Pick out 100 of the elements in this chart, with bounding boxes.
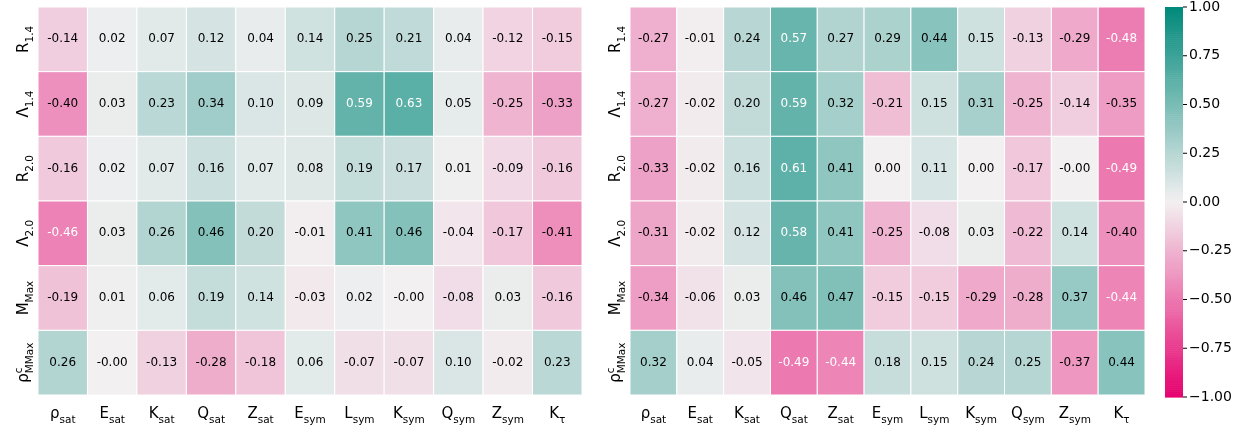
data-label: 0.59 (346, 96, 373, 111)
data-label: 0.15 (967, 31, 995, 46)
color-bar-label: 1.00 (1189, 0, 1221, 14)
data-label: 0.00 (874, 160, 901, 175)
data-label: 0.41 (827, 160, 855, 175)
data-label: 0.15 (920, 354, 948, 369)
data-label: 0.06 (296, 354, 324, 369)
y-tick-label: R2.0 (14, 155, 35, 183)
data-label: 0.16 (733, 160, 761, 175)
data-label: -0.02 (492, 354, 524, 369)
data-label: -0.25 (871, 225, 904, 240)
data-label: 0.32 (640, 354, 667, 369)
data-label: -0.18 (245, 354, 277, 369)
data-label: 0.61 (780, 160, 808, 175)
data-label: 0.17 (395, 160, 423, 175)
data-label: 0.26 (148, 225, 175, 240)
y-tick-label: R1.4 (14, 25, 35, 53)
data-label: -0.07 (393, 354, 425, 369)
data-label: -0.12 (492, 31, 524, 46)
y-tick-label: ρcMMax (12, 342, 35, 383)
data-label: -0.06 (684, 290, 716, 305)
data-label: -0.15 (871, 290, 904, 305)
data-label: -0.03 (294, 290, 326, 305)
data-label: 0.01 (445, 160, 472, 175)
data-label: 0.32 (827, 96, 855, 111)
color-bar-label: −0.25 (1189, 241, 1232, 258)
data-label: -0.40 (1106, 225, 1138, 240)
data-label: -0.15 (918, 290, 950, 305)
data-label: -0.00 (393, 290, 425, 305)
data-label: -0.14 (47, 31, 79, 46)
y-tick-label: ρcMMax (604, 342, 627, 383)
color-bar-label: 0.50 (1189, 95, 1221, 112)
data-label: 0.20 (733, 96, 761, 111)
color-bar-label: −0.75 (1189, 338, 1232, 355)
data-label: 0.03 (98, 225, 126, 240)
data-label: 0.23 (148, 96, 175, 111)
data-label: -0.25 (1012, 96, 1044, 111)
data-label: -0.41 (541, 225, 573, 240)
data-label: -0.04 (442, 225, 474, 240)
y-tick-label: R1.4 (606, 25, 627, 53)
data-label: -0.02 (684, 225, 716, 240)
data-label: -0.22 (1012, 225, 1044, 240)
color-bar-label: −1.00 (1189, 387, 1232, 404)
data-label: 0.29 (874, 31, 901, 46)
color-bar-label: 0.75 (1189, 46, 1221, 63)
data-label: -0.25 (492, 96, 524, 111)
data-label: -0.49 (778, 354, 810, 369)
data-label: -0.31 (637, 225, 669, 240)
color-bar-label: 0.00 (1189, 192, 1221, 209)
data-label: 0.12 (197, 31, 225, 46)
data-label: 0.46 (780, 290, 808, 305)
data-label: 0.01 (98, 290, 126, 305)
data-label: 0.47 (827, 290, 855, 305)
data-label: 0.14 (1061, 225, 1089, 240)
data-label: -0.05 (731, 354, 763, 369)
data-label: 0.12 (733, 225, 761, 240)
data-label: -0.13 (1012, 31, 1044, 46)
data-label: 0.02 (98, 31, 126, 46)
data-label: 0.14 (247, 290, 274, 305)
data-label: 0.20 (247, 225, 274, 240)
data-label: 0.58 (780, 225, 808, 240)
data-label: 0.41 (827, 225, 855, 240)
data-label: -0.33 (637, 160, 669, 175)
data-label: -0.34 (637, 290, 669, 305)
data-label: 0.24 (733, 31, 761, 46)
data-label: -0.07 (343, 354, 375, 369)
data-label: -0.08 (442, 290, 474, 305)
y-tick-label: R2.0 (606, 155, 627, 183)
data-label: -0.16 (47, 160, 79, 175)
color-bar-label: −0.50 (1189, 290, 1232, 307)
data-label: 0.07 (247, 160, 274, 175)
data-label: -0.35 (1106, 96, 1138, 111)
y-tick-label: Λ1.4 (14, 90, 35, 118)
data-label: 0.04 (247, 31, 274, 46)
data-label: -0.02 (684, 160, 716, 175)
y-tick-label: Λ1.4 (606, 90, 627, 118)
data-label: -0.17 (492, 225, 524, 240)
data-label: 0.04 (445, 31, 472, 46)
y-tick-label: MMax (14, 280, 35, 316)
data-label: -0.44 (1106, 290, 1138, 305)
data-label: -0.15 (541, 31, 573, 46)
data-label: 0.44 (920, 31, 948, 46)
data-label: 0.14 (296, 31, 324, 46)
data-label: -0.09 (492, 160, 524, 175)
data-label: 0.59 (780, 96, 808, 111)
data-label: 0.24 (967, 354, 995, 369)
data-label: -0.37 (1059, 354, 1091, 369)
color-bar-label: 0.25 (1189, 143, 1221, 160)
data-label: -0.44 (825, 354, 857, 369)
data-label: 0.23 (543, 354, 571, 369)
data-label: 0.16 (197, 160, 225, 175)
data-label: 0.41 (346, 225, 373, 240)
data-label: -0.02 (684, 96, 716, 111)
data-label: 0.46 (197, 225, 225, 240)
data-label: 0.46 (395, 225, 423, 240)
data-label: -0.28 (1012, 290, 1044, 305)
data-label: 0.07 (148, 31, 175, 46)
data-label: -0.33 (541, 96, 573, 111)
data-label: -0.46 (47, 225, 79, 240)
y-tick-label: Λ2.0 (14, 219, 35, 247)
